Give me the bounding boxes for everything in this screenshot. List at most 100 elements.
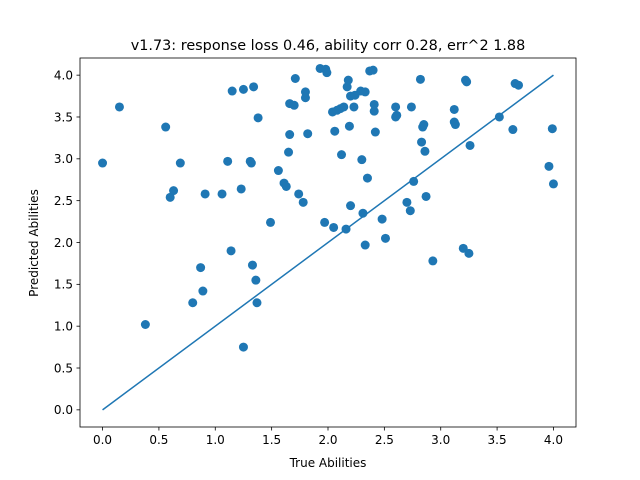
x-tick-label: 2.5 bbox=[375, 433, 394, 447]
data-point bbox=[273, 166, 283, 176]
y-tick-label: 0.0 bbox=[54, 403, 73, 417]
data-point bbox=[247, 260, 257, 270]
data-point bbox=[175, 158, 185, 168]
data-point bbox=[344, 121, 354, 131]
data-point bbox=[494, 112, 504, 122]
data-point bbox=[369, 106, 379, 116]
data-point bbox=[428, 256, 438, 266]
x-tick-label: 1.0 bbox=[206, 433, 225, 447]
chart-title: v1.73: response loss 0.46, ability corr … bbox=[131, 38, 525, 54]
data-point bbox=[547, 124, 557, 134]
data-point bbox=[200, 189, 210, 199]
data-point bbox=[464, 248, 474, 258]
x-tick-label: 3.0 bbox=[431, 433, 450, 447]
data-point bbox=[294, 189, 304, 199]
data-point bbox=[140, 320, 150, 329]
data-point bbox=[415, 74, 425, 84]
data-point bbox=[419, 120, 429, 130]
data-point bbox=[329, 222, 339, 232]
reference-line bbox=[102, 74, 554, 411]
data-point bbox=[227, 86, 237, 96]
data-point bbox=[409, 176, 419, 186]
data-point bbox=[362, 173, 372, 183]
data-point bbox=[343, 75, 353, 85]
data-point bbox=[508, 125, 518, 135]
data-point bbox=[360, 240, 370, 250]
data-point bbox=[357, 155, 367, 165]
data-point bbox=[337, 150, 347, 160]
data-point bbox=[391, 102, 401, 112]
data-point bbox=[450, 120, 460, 130]
data-point bbox=[462, 77, 472, 87]
data-point bbox=[420, 146, 430, 156]
data-point bbox=[165, 192, 175, 202]
y-tick-label: 1.0 bbox=[54, 319, 73, 333]
x-tick-label: 0.0 bbox=[93, 433, 112, 447]
data-point bbox=[284, 147, 294, 157]
y-axis-ticks: 0.0 0.5 1.0 1.5 2.0 2.5 3.0 3.5 4.0 bbox=[54, 68, 80, 417]
data-point bbox=[330, 126, 340, 136]
data-point bbox=[285, 130, 295, 140]
y-tick-label: 4.0 bbox=[54, 68, 73, 82]
data-point bbox=[548, 179, 558, 189]
data-point bbox=[544, 161, 554, 171]
data-point bbox=[342, 82, 352, 92]
data-point bbox=[421, 191, 431, 201]
data-point bbox=[370, 127, 380, 137]
data-point bbox=[402, 197, 412, 207]
data-point bbox=[360, 87, 370, 97]
data-point bbox=[289, 100, 299, 110]
data-point bbox=[281, 181, 291, 191]
x-axis-label: True Abilities bbox=[289, 456, 367, 470]
data-point bbox=[238, 342, 248, 352]
data-point bbox=[392, 110, 402, 120]
x-tick-label: 3.5 bbox=[488, 433, 507, 447]
y-axis-label: Predicted Abilities bbox=[27, 189, 41, 297]
data-point bbox=[465, 140, 475, 150]
x-tick-label: 1.5 bbox=[262, 433, 281, 447]
y-tick-label: 1.5 bbox=[54, 278, 73, 292]
data-point bbox=[514, 80, 524, 90]
data-point bbox=[339, 102, 349, 112]
data-point bbox=[405, 206, 415, 216]
data-point bbox=[406, 102, 416, 112]
y-tick-label: 2.5 bbox=[54, 194, 73, 208]
data-point bbox=[236, 184, 246, 194]
axes-frame bbox=[79, 57, 577, 428]
plot-area bbox=[98, 63, 558, 411]
data-point bbox=[266, 217, 276, 227]
x-tick-label: 0.5 bbox=[149, 433, 168, 447]
data-point bbox=[322, 68, 332, 78]
data-point bbox=[188, 298, 198, 308]
data-point bbox=[226, 246, 236, 256]
data-point bbox=[253, 113, 263, 123]
data-point bbox=[249, 82, 259, 92]
data-point bbox=[346, 201, 356, 211]
data-point bbox=[114, 102, 124, 112]
y-tick-label: 2.0 bbox=[54, 236, 73, 250]
data-point bbox=[290, 74, 300, 83]
data-point bbox=[380, 233, 390, 243]
data-point bbox=[449, 104, 459, 114]
data-point bbox=[298, 197, 308, 207]
data-point bbox=[377, 214, 387, 224]
data-point bbox=[300, 87, 310, 97]
data-point bbox=[303, 129, 313, 139]
data-point bbox=[198, 286, 208, 296]
data-point bbox=[320, 217, 330, 227]
data-point bbox=[98, 158, 108, 168]
data-point bbox=[223, 156, 233, 166]
data-point bbox=[169, 186, 179, 196]
data-point bbox=[368, 65, 378, 75]
y-tick-label: 3.0 bbox=[54, 152, 73, 166]
x-axis-ticks: 0.0 0.5 1.0 1.5 2.0 2.5 3.0 3.5 4.0 bbox=[93, 427, 563, 447]
data-point bbox=[251, 275, 261, 285]
x-tick-label: 4.0 bbox=[544, 433, 563, 447]
data-point bbox=[349, 102, 359, 112]
y-tick-label: 0.5 bbox=[54, 361, 73, 375]
x-tick-label: 2.0 bbox=[318, 433, 337, 447]
data-point bbox=[217, 189, 227, 199]
